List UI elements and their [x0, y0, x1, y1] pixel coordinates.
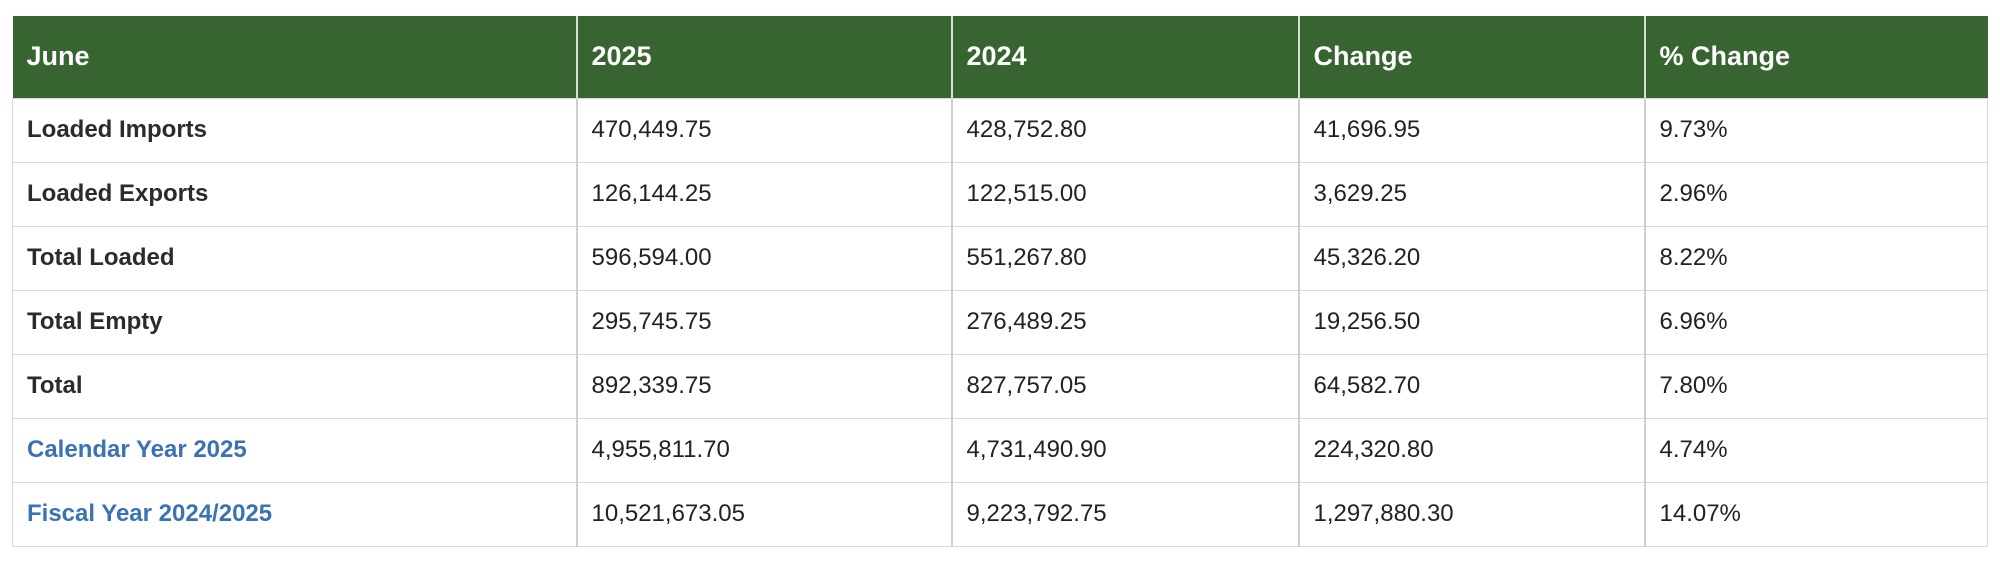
- header-change: Change: [1297, 16, 1645, 98]
- calendar-year-link[interactable]: Calendar Year 2025: [12, 417, 577, 483]
- table-row: Loaded Exports 126,144.25 122,515.00 3,6…: [12, 161, 1988, 227]
- row-label: Total Empty: [12, 289, 577, 355]
- fiscal-year-link[interactable]: Fiscal Year 2024/2025: [12, 481, 577, 547]
- cell-2024: 428,752.80: [950, 97, 1299, 163]
- table-row: Total Empty 295,745.75 276,489.25 19,256…: [12, 289, 1988, 355]
- cell-2024: 9,223,792.75: [950, 481, 1299, 547]
- header-month: June: [12, 16, 577, 98]
- table-row: Calendar Year 2025 4,955,811.70 4,731,49…: [12, 417, 1988, 483]
- cell-2024: 4,731,490.90: [950, 417, 1299, 483]
- cell-change: 41,696.95: [1297, 97, 1645, 163]
- table-row: Fiscal Year 2024/2025 10,521,673.05 9,22…: [12, 481, 1988, 547]
- cell-2024: 122,515.00: [950, 161, 1299, 227]
- cell-2025: 892,339.75: [575, 353, 952, 419]
- cell-percent-change: 8.22%: [1643, 225, 1988, 291]
- cell-percent-change: 14.07%: [1643, 481, 1988, 547]
- row-label: Total Loaded: [12, 225, 577, 291]
- cell-percent-change: 4.74%: [1643, 417, 1988, 483]
- cell-change: 19,256.50: [1297, 289, 1645, 355]
- cell-percent-change: 6.96%: [1643, 289, 1988, 355]
- cell-change: 1,297,880.30: [1297, 481, 1645, 547]
- teu-statistics-table: June 2025 2024 Change % Change Loaded Im…: [12, 16, 1988, 547]
- cell-2025: 596,594.00: [575, 225, 952, 291]
- cell-percent-change: 2.96%: [1643, 161, 1988, 227]
- table-row: Loaded Imports 470,449.75 428,752.80 41,…: [12, 97, 1988, 163]
- row-label: Loaded Exports: [12, 161, 577, 227]
- cell-change: 224,320.80: [1297, 417, 1645, 483]
- cell-change: 3,629.25: [1297, 161, 1645, 227]
- cell-change: 64,582.70: [1297, 353, 1645, 419]
- table-row: Total Loaded 596,594.00 551,267.80 45,32…: [12, 225, 1988, 291]
- cell-percent-change: 7.80%: [1643, 353, 1988, 419]
- header-year-2025: 2025: [575, 16, 952, 98]
- table-body: Loaded Imports 470,449.75 428,752.80 41,…: [12, 97, 1988, 547]
- header-row: June 2025 2024 Change % Change: [12, 16, 1988, 98]
- row-label: Loaded Imports: [12, 97, 577, 163]
- header-year-2024: 2024: [950, 16, 1299, 98]
- header-percent-change: % Change: [1643, 16, 1988, 98]
- cell-2025: 295,745.75: [575, 289, 952, 355]
- cell-2025: 4,955,811.70: [575, 417, 952, 483]
- cell-2025: 470,449.75: [575, 97, 952, 163]
- row-label: Total: [12, 353, 577, 419]
- cell-2024: 827,757.05: [950, 353, 1299, 419]
- teu-statistics-table-container: June 2025 2024 Change % Change Loaded Im…: [12, 16, 1988, 547]
- cell-2025: 10,521,673.05: [575, 481, 952, 547]
- cell-change: 45,326.20: [1297, 225, 1645, 291]
- cell-2024: 551,267.80: [950, 225, 1299, 291]
- cell-2024: 276,489.25: [950, 289, 1299, 355]
- table-row: Total 892,339.75 827,757.05 64,582.70 7.…: [12, 353, 1988, 419]
- cell-2025: 126,144.25: [575, 161, 952, 227]
- cell-percent-change: 9.73%: [1643, 97, 1988, 163]
- table-header: June 2025 2024 Change % Change: [12, 16, 1988, 98]
